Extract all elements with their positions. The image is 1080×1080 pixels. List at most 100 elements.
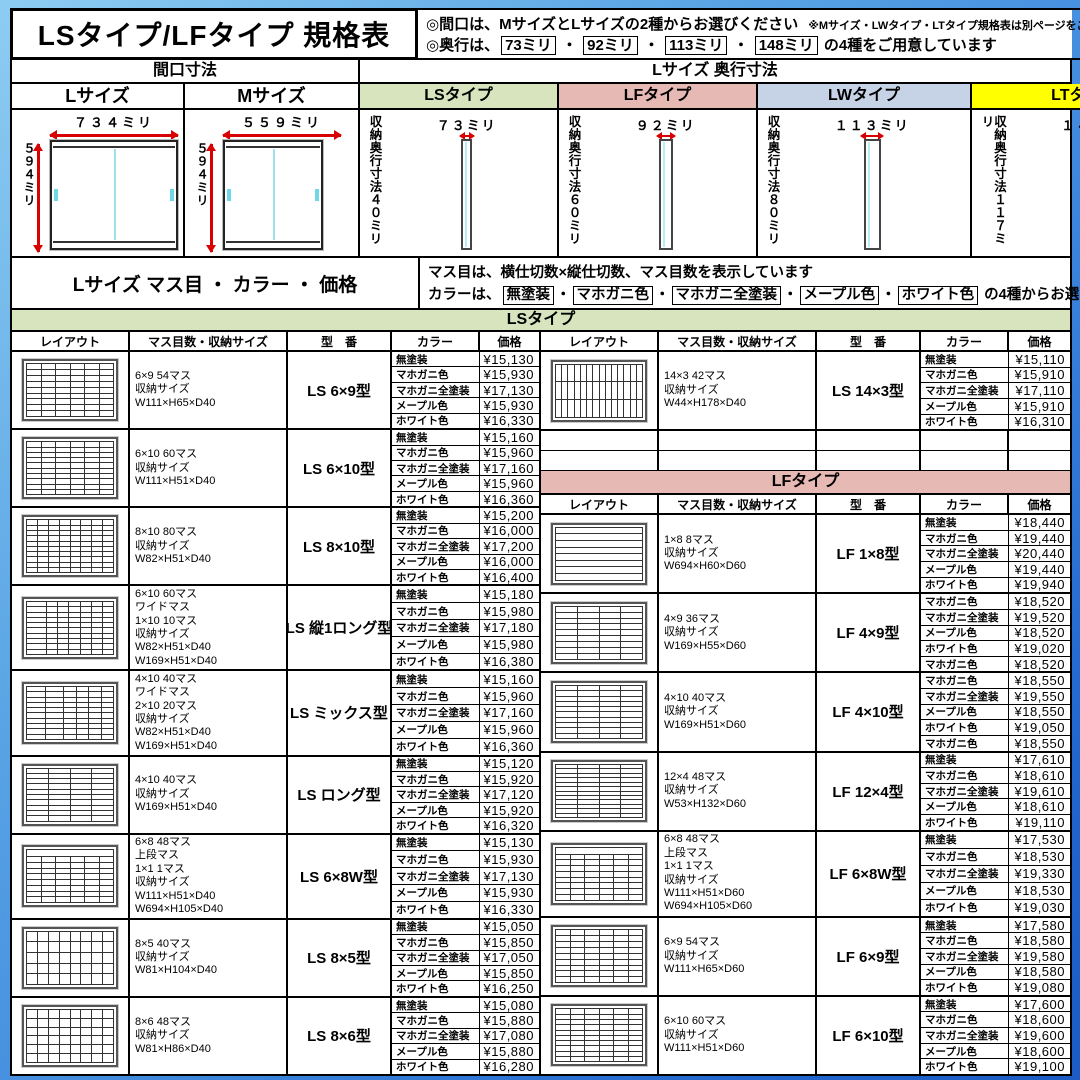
layout-cell <box>628 889 643 895</box>
color-name: 無塗装 <box>921 352 1009 367</box>
layout-cell <box>70 546 82 553</box>
layout-cell <box>27 1009 38 1019</box>
layout-cell <box>599 653 622 660</box>
layout-cell <box>56 463 71 469</box>
layout-cell <box>102 639 114 645</box>
layout-cell <box>41 458 56 464</box>
layout-cell <box>556 612 578 619</box>
layout-cell <box>27 468 42 475</box>
color-name: 無塗装 <box>392 997 480 1013</box>
depth-dimension-label: ７３ミリ <box>436 118 497 133</box>
layout-cell <box>27 816 49 822</box>
depth-side-text: 収納奥行寸法１１７ミリ <box>979 115 1007 245</box>
layout-cell <box>614 965 629 972</box>
layout-cell <box>27 734 46 740</box>
layout-cell <box>64 718 77 725</box>
layout-cell <box>41 375 56 382</box>
layout-cell <box>27 1045 38 1055</box>
color-name: メープル色 <box>392 1044 480 1059</box>
layout-cell <box>48 536 60 542</box>
layout-cell <box>89 697 102 703</box>
width-section-title: 間口寸法 <box>12 60 358 84</box>
color-name: メープル色 <box>392 554 480 570</box>
color-name: ホワイト色 <box>921 641 1009 656</box>
layout-cell <box>89 734 102 740</box>
layout-cell <box>48 546 60 553</box>
layout-cell <box>45 734 65 740</box>
layout-cell <box>27 463 42 469</box>
layout-cell <box>48 779 71 785</box>
price-value: ¥19,030 <box>1014 900 1065 916</box>
layout-cell <box>99 474 114 480</box>
layout-cell <box>99 442 114 448</box>
layout-cell <box>56 411 71 418</box>
layout-cell <box>614 959 629 966</box>
layout-cell-container <box>541 352 659 430</box>
layout-cell <box>628 1041 643 1047</box>
layout-cell <box>80 649 92 655</box>
layout-cell <box>45 718 65 725</box>
layout-cell <box>599 1025 614 1031</box>
layout-cell <box>92 773 114 780</box>
layout-cell <box>37 546 49 553</box>
color-name: メープル色 <box>392 398 480 413</box>
layout-cell <box>99 874 114 881</box>
layout-cell <box>27 702 46 709</box>
layout-cell <box>27 713 46 719</box>
layout-cell <box>80 601 92 608</box>
layout-cell <box>76 708 90 714</box>
layout-cell <box>80 644 92 650</box>
color-price-row: メープル色 ¥15,910 <box>921 399 1070 415</box>
layout-cell <box>102 623 114 629</box>
layout-cell <box>45 697 65 703</box>
layout-cell <box>37 530 49 537</box>
layout-cell <box>628 953 643 960</box>
layout-cell <box>621 701 643 708</box>
layout-cell <box>599 883 614 890</box>
color-price-list: 無塗装 ¥15,050 マホガニ色 ¥15,850 マホガニ全塗装 ¥17,050 メープル… <box>392 919 539 996</box>
layout-cell <box>618 364 625 383</box>
layout-thumbnail <box>22 845 118 908</box>
layout-cell <box>102 628 114 634</box>
layout-cell <box>64 702 77 709</box>
layout-cell <box>59 1054 71 1063</box>
price-value: ¥15,130 <box>483 835 534 851</box>
layout-cell <box>92 931 104 943</box>
model-number: LF 4×10型 <box>817 673 921 751</box>
layout-cell <box>599 717 622 724</box>
layout-cell <box>27 541 38 547</box>
layout-cell <box>70 1054 82 1063</box>
color-price-row: 無塗装 ¥15,080 <box>392 997 539 1014</box>
color-price-row: メープル色 ¥15,960 <box>392 476 539 492</box>
layout-cell <box>45 702 65 709</box>
layout-cell <box>599 624 622 631</box>
note-width-text: ◎間口は、MサイズとLサイズの2種からお選びください <box>426 16 799 33</box>
layout-cell <box>556 791 578 796</box>
layout-cell <box>85 447 100 453</box>
spec-text: 4×9 36マス <box>664 612 720 625</box>
layout-cell <box>76 718 90 725</box>
layout-cell <box>556 877 571 884</box>
layout-cell <box>80 607 92 613</box>
spec-text: W169×H51×D40 <box>135 739 217 752</box>
layout-thumbnail <box>551 1004 647 1067</box>
color-name: マホガニ色 <box>921 1012 1009 1028</box>
color-price-row: マホガニ全塗装 ¥17,110 <box>921 383 1070 399</box>
layout-cell <box>64 713 77 719</box>
layout-cell <box>92 800 114 806</box>
layout-cell <box>624 364 631 383</box>
layout-cell <box>89 713 102 719</box>
layout-cell <box>621 642 643 649</box>
layout-cell <box>556 574 643 581</box>
layout-cell <box>85 393 100 400</box>
color-price-row: 無塗装 ¥15,160 <box>392 430 539 446</box>
color-price-row: マホガニ色 ¥18,550 <box>921 736 1070 751</box>
layout-cell <box>556 1030 571 1036</box>
price-value: ¥15,980 <box>483 603 534 619</box>
layout-cell-container <box>12 352 130 429</box>
layout-cell <box>41 442 56 448</box>
layout-cell <box>41 868 56 875</box>
price-value: ¥18,550 <box>1014 673 1065 689</box>
color-price-row: マホガニ色 ¥15,880 <box>392 1013 539 1029</box>
layout-cell <box>570 953 585 960</box>
